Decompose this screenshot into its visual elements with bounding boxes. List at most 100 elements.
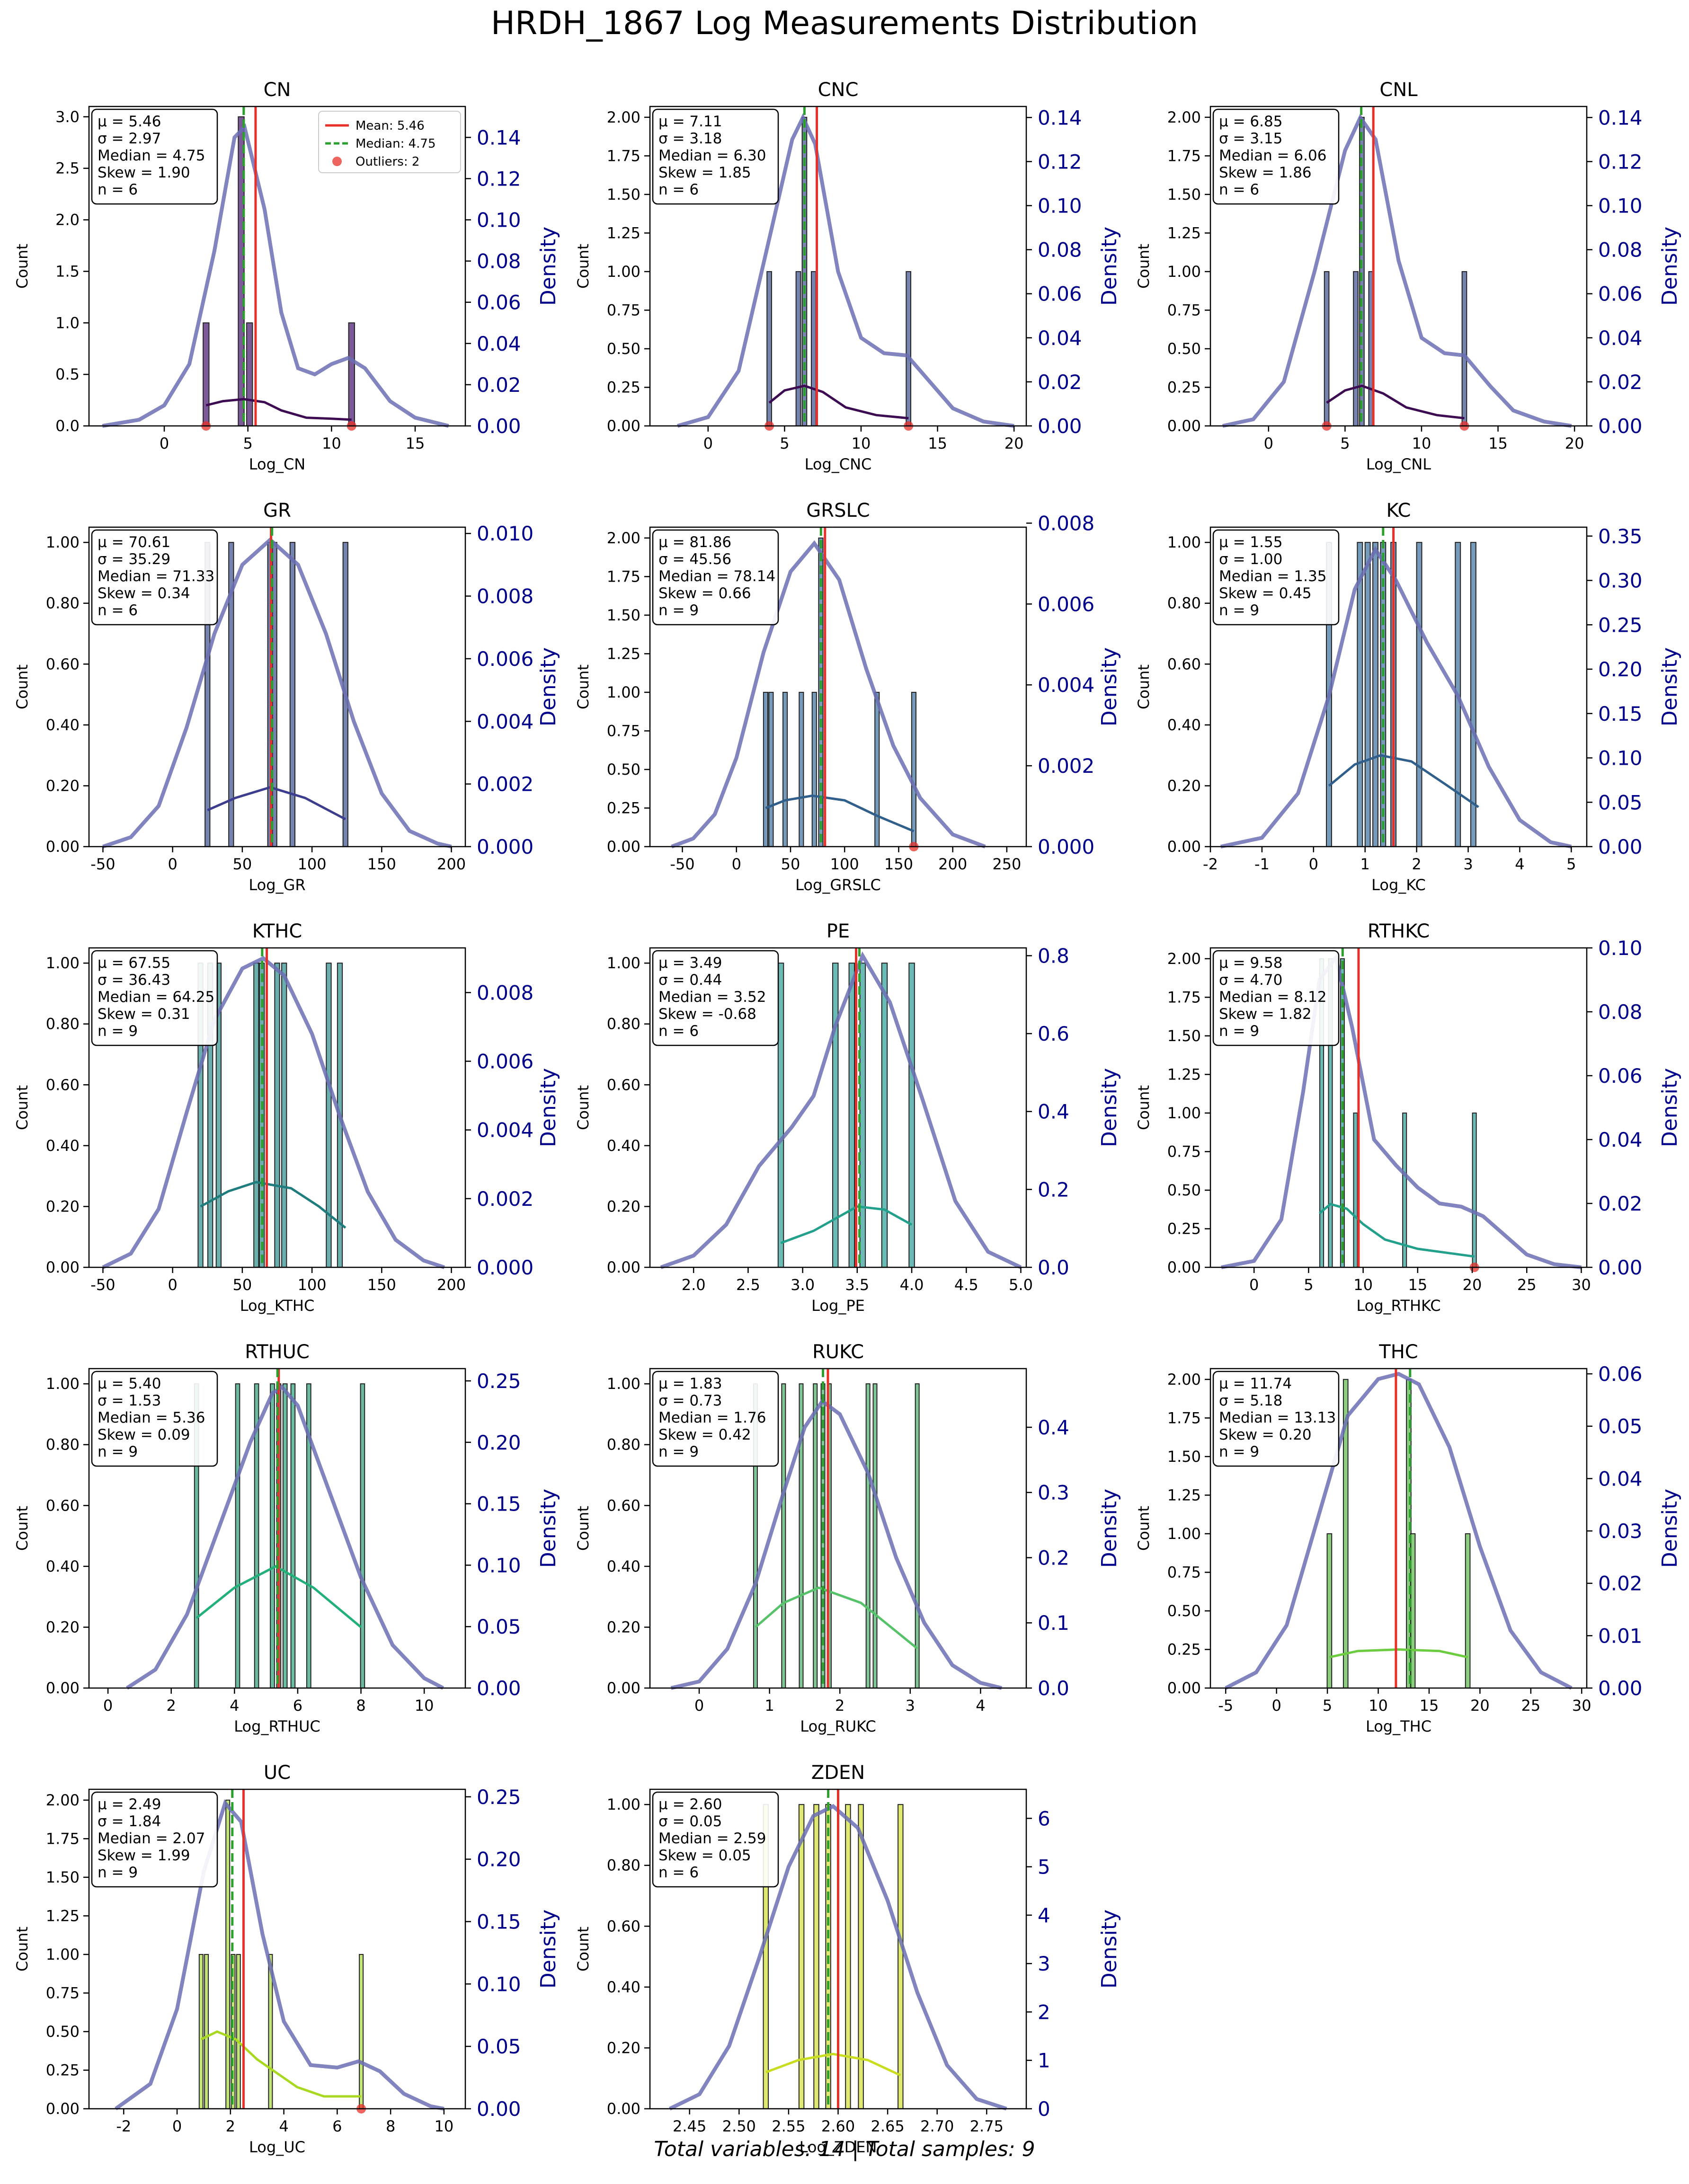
x-tick-label: 50 — [781, 855, 800, 873]
stats-line: σ = 1.84 — [98, 1813, 161, 1830]
stats-line: n = 6 — [658, 1864, 699, 1881]
y-tick-label: 0.00 — [46, 1679, 80, 1697]
y-axis-label-count: Count — [1135, 1085, 1153, 1130]
density-curve — [102, 537, 452, 849]
y-tick-label: 0.20 — [607, 1618, 640, 1636]
x-tick-label: 2 — [1412, 855, 1421, 873]
stats-line: σ = 0.05 — [658, 1813, 722, 1830]
plot-frame — [649, 526, 1027, 848]
y-tick-label: 0.40 — [607, 1978, 640, 1996]
x-axis-label: Log_GRSLC — [795, 876, 881, 894]
y-tick-label: 0.00 — [607, 2100, 640, 2118]
y-tick-label: 0.80 — [607, 1015, 640, 1033]
x-tick-label: 10 — [415, 1697, 434, 1715]
stats-line: n = 9 — [1219, 602, 1259, 619]
x-tick-label: 5 — [780, 434, 789, 452]
histogram-bar — [881, 963, 888, 1268]
stats-line: σ = 0.44 — [658, 972, 722, 989]
plot-frame — [1209, 526, 1588, 848]
x-tick-label: 100 — [298, 855, 327, 873]
x-tick-label: 250 — [992, 855, 1021, 873]
histogram-bar — [282, 1383, 288, 1689]
y-tick-label: 1.50 — [1167, 186, 1201, 203]
y2-tick-label: 0.8 — [1038, 944, 1069, 967]
histogram-bar — [874, 691, 880, 848]
y-tick-label: 0.80 — [607, 1436, 640, 1454]
y-tick-label: 1.25 — [607, 224, 640, 242]
y-tick-label: 0.80 — [607, 1857, 640, 1875]
y-axis-label-density: Density — [1658, 1068, 1682, 1147]
stats-line: Skew = 0.42 — [658, 1426, 751, 1443]
y-tick-label: 0.20 — [607, 1197, 640, 1215]
stats-line: Skew = 0.45 — [1219, 585, 1312, 602]
stats-box-frame — [652, 950, 779, 1046]
y-tick-label: 0.50 — [607, 340, 640, 358]
y2-tick-label: 0.004 — [477, 710, 533, 733]
stats-line: Median = 6.06 — [1219, 147, 1326, 164]
stats-line: μ = 5.40 — [98, 1375, 161, 1392]
stats-line: μ = 1.83 — [658, 1375, 722, 1392]
stats-line: n = 9 — [1219, 1023, 1259, 1040]
stats-line: μ = 81.86 — [658, 534, 731, 551]
y-axis-label-count: Count — [574, 664, 592, 709]
density-curve — [1225, 1371, 1573, 1690]
y2-tick-label: 0.15 — [1598, 702, 1643, 725]
stats-line: σ = 1.53 — [98, 1392, 161, 1409]
stats-line: Skew = 0.34 — [98, 585, 190, 602]
y-tick-label: 2.00 — [1167, 1371, 1201, 1388]
y-tick-label: 0.60 — [607, 1917, 640, 1935]
x-axis-label: Log_THC — [1366, 1717, 1431, 1735]
subplot-title: RUKC — [812, 1341, 864, 1363]
y-tick-label: 0.60 — [607, 1496, 640, 1514]
kde-overlay-line — [1318, 1203, 1475, 1258]
stats-line: Median = 6.30 — [658, 147, 766, 164]
x-tick-label: 25 — [1521, 1697, 1540, 1715]
y-axis-label-density: Density — [1658, 1489, 1682, 1568]
x-tick-label: 200 — [437, 1276, 466, 1294]
x-tick-label: 3 — [906, 1697, 915, 1715]
kde-overlay-line — [1326, 384, 1465, 420]
stats-line: Skew = 0.20 — [1219, 1426, 1312, 1443]
x-tick-label: 2 — [167, 1697, 176, 1715]
y2-tick-label: 0.02 — [1598, 1572, 1643, 1595]
histogram-bar — [198, 1954, 204, 2110]
histogram-bar — [204, 1954, 209, 2110]
histogram-bar — [290, 1383, 296, 1689]
histogram-bar — [1364, 542, 1371, 847]
y2-tick-label: 0.08 — [1598, 1000, 1643, 1024]
y2-tick-label: 0.008 — [477, 585, 533, 608]
y-axis-label-density: Density — [536, 227, 560, 306]
y-tick-label: 0.80 — [46, 1436, 80, 1454]
y2-tick-label: 4 — [1038, 1904, 1050, 1927]
y2-tick-label: 0.006 — [477, 647, 533, 671]
x-tick-label: 3 — [1463, 855, 1473, 873]
x-tick-label: 10 — [1369, 1697, 1388, 1715]
density-curve — [677, 113, 1014, 428]
y-tick-label: 0.60 — [46, 1496, 80, 1514]
y-axis-label-density: Density — [536, 1910, 560, 1989]
y-tick-label: 0.00 — [1167, 417, 1201, 435]
histogram-bar — [906, 271, 912, 426]
y2-tick-label: 0.4 — [1038, 1416, 1069, 1439]
y-tick-label: 1.0 — [55, 314, 80, 332]
density-curve — [102, 956, 445, 1269]
histogram-bar — [777, 963, 784, 1268]
x-axis-label: Log_RTHKC — [1356, 1297, 1440, 1315]
stats-line: Median = 3.52 — [658, 989, 766, 1006]
stats-line: σ = 4.70 — [1219, 972, 1282, 989]
stats-line: μ = 6.85 — [1219, 113, 1282, 130]
y-axis-label-density: Density — [1097, 1489, 1121, 1568]
stats-line: Median = 1.35 — [1219, 568, 1326, 585]
subplot-kc: KC -2 -1 0 1 2 3 4 5 Log_KC 0.00 0.20 0.40 0.60 0.80 1.… — [1135, 500, 1682, 894]
y2-tick-label: 0.08 — [1038, 239, 1082, 262]
x-tick-label: 2.65 — [871, 2117, 904, 2135]
y-tick-label: 0.00 — [1167, 1258, 1201, 1276]
x-tick-label: -50 — [670, 855, 694, 873]
x-axis-label: Log_UC — [249, 2138, 305, 2156]
x-tick-label: 20 — [1565, 434, 1584, 452]
